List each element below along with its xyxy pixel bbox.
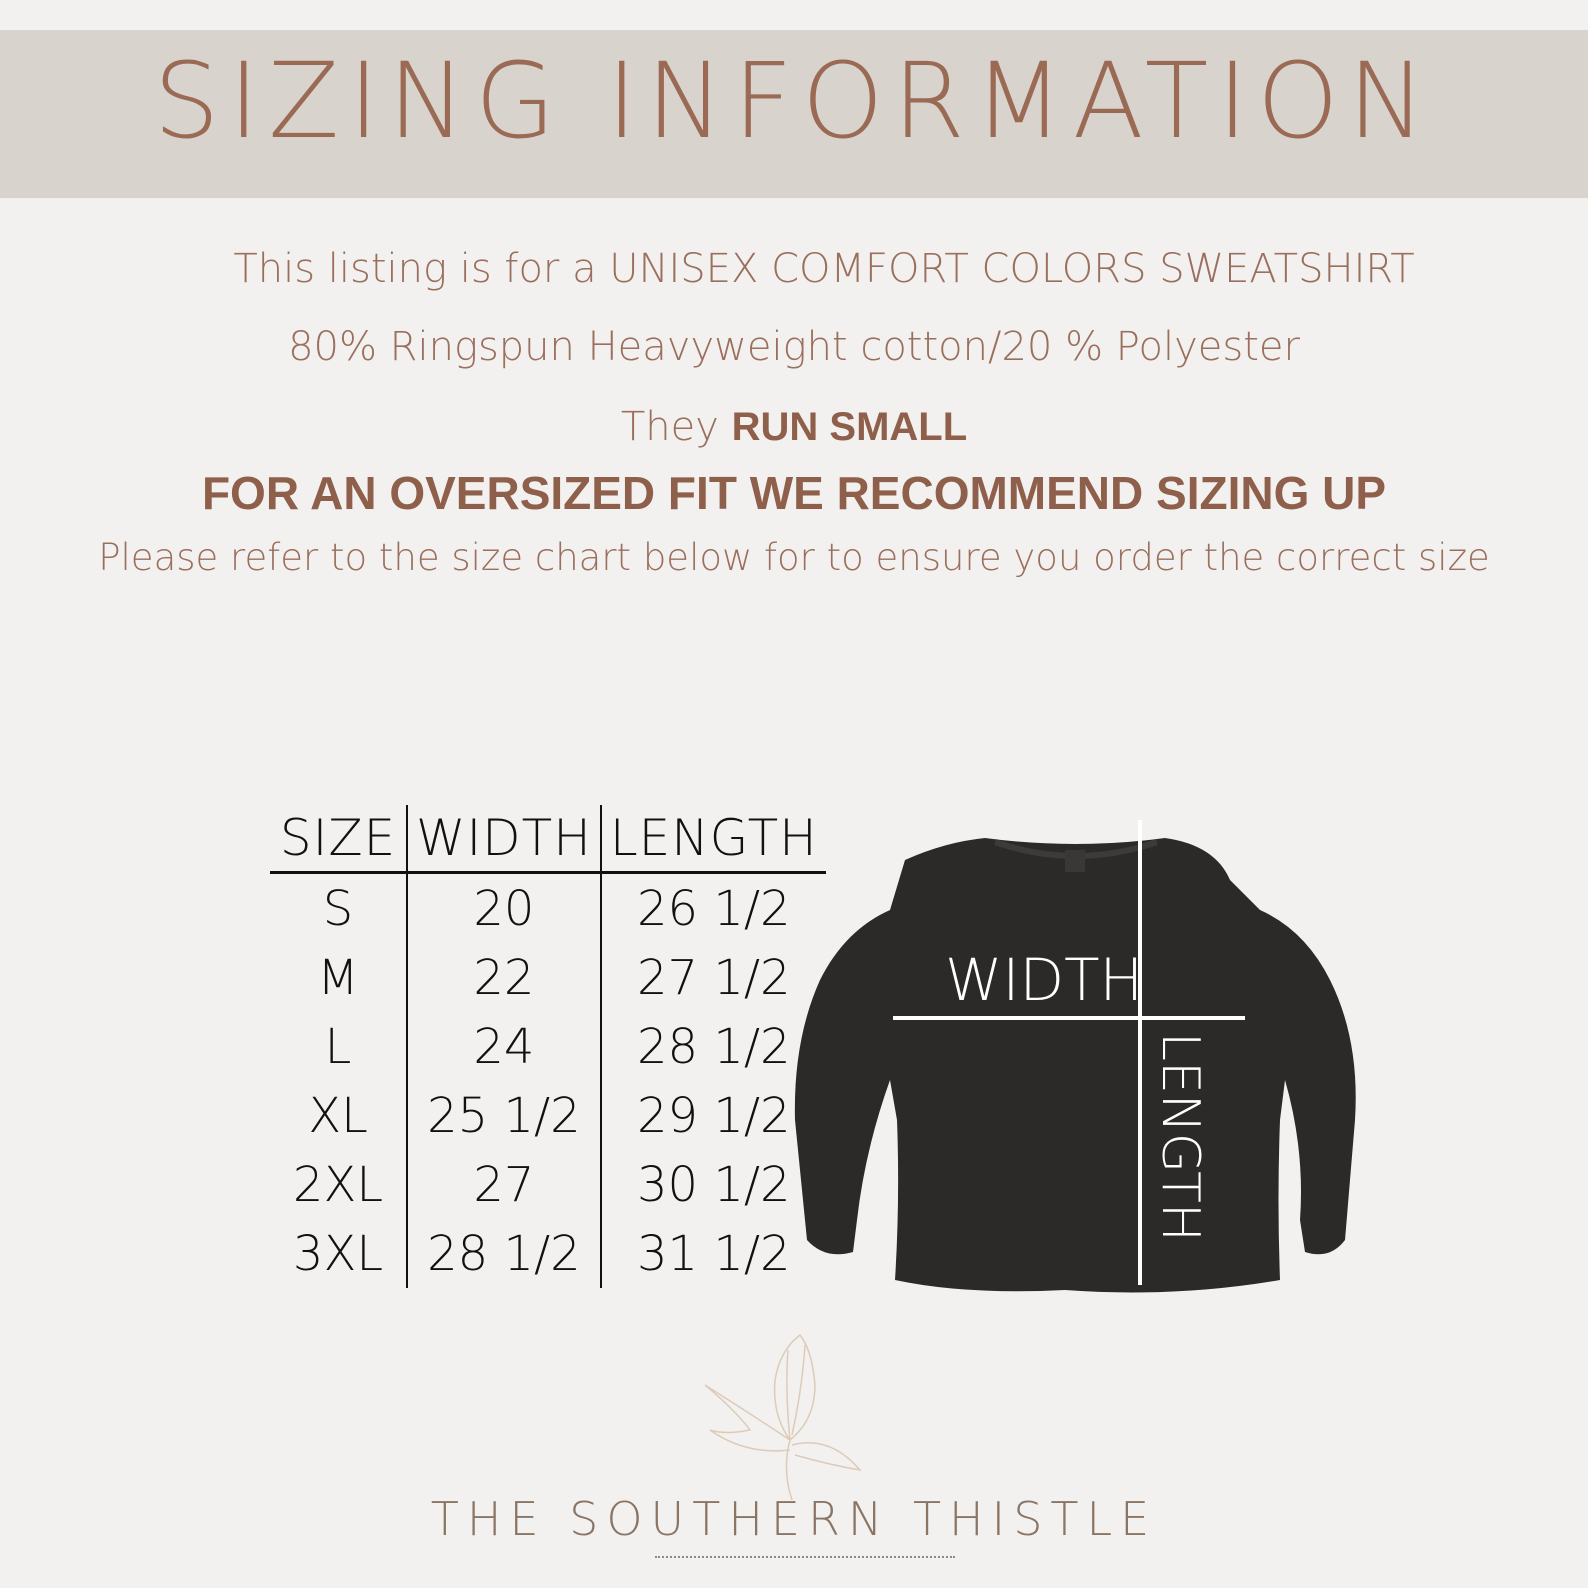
table-row: M 22 27 1/2 (270, 943, 826, 1012)
header-size: SIZE (270, 805, 407, 874)
intro-line-product: This listing is for a UNISEX COMFORT COL… (233, 246, 1415, 292)
cell-length: 27 1/2 (599, 943, 826, 1012)
cell-length: 26 1/2 (599, 872, 826, 943)
table-row: L 24 28 1/2 (270, 1012, 826, 1081)
cell-size: 3XL (292, 1225, 384, 1282)
cell-width: 20 (406, 872, 601, 943)
intro-line-recommendation: FOR AN OVERSIZED FIT WE RECOMMEND SIZING… (201, 467, 1387, 519)
sweatshirt-diagram: WIDTH LENGTH (794, 820, 1356, 1293)
fit-emphasis: RUN SMALL (731, 405, 968, 449)
table-header-row: SIZE WIDTH LENGTH (270, 805, 826, 874)
thistle-logo-icon (704, 1333, 862, 1500)
cell-size: S (322, 880, 354, 937)
cell-size: L (324, 1018, 352, 1075)
header-width: WIDTH (406, 805, 601, 874)
cell-length: 29 1/2 (599, 1081, 826, 1150)
dotted-divider (655, 1556, 955, 1558)
cell-size: M (317, 949, 359, 1006)
sweatshirt-image (794, 838, 1356, 1293)
brand-name: THE SOUTHERN THISTLE (430, 1492, 1158, 1546)
page-title: SIZING INFORMATION (153, 40, 1435, 162)
cell-length: 31 1/2 (599, 1219, 826, 1288)
width-label: WIDTH (945, 946, 1143, 1014)
intro-line-material: 80% Ringspun Heavyweight cotton/20 % Pol… (288, 324, 1300, 370)
cell-width: 28 1/2 (406, 1219, 601, 1288)
length-label: LENGTH (1150, 1032, 1210, 1242)
intro-line-refer: Please refer to the size chart below for… (98, 536, 1490, 579)
table-row: S 20 26 1/2 (270, 872, 826, 943)
header-length: LENGTH (599, 805, 826, 874)
table-row: 2XL 27 30 1/2 (270, 1150, 826, 1219)
cell-length: 28 1/2 (599, 1012, 826, 1081)
header-band (0, 30, 1588, 198)
fit-prefix: They (620, 404, 719, 450)
cell-length: 30 1/2 (599, 1150, 826, 1219)
cell-size: 2XL (292, 1156, 384, 1213)
cell-width: 24 (406, 1012, 601, 1081)
size-table: SIZE WIDTH LENGTH S 20 26 1/2 M 22 27 1/2 L 24 2… (270, 805, 826, 1288)
cell-size: XL (308, 1087, 368, 1144)
cell-width: 22 (406, 943, 601, 1012)
cell-width: 25 1/2 (406, 1081, 601, 1150)
table-row: 3XL 28 1/2 31 1/2 (270, 1219, 826, 1288)
cell-width: 27 (406, 1150, 601, 1219)
table-row: XL 25 1/2 29 1/2 (270, 1081, 826, 1150)
intro-line-fit: They RUN SMALL (0, 404, 1588, 450)
